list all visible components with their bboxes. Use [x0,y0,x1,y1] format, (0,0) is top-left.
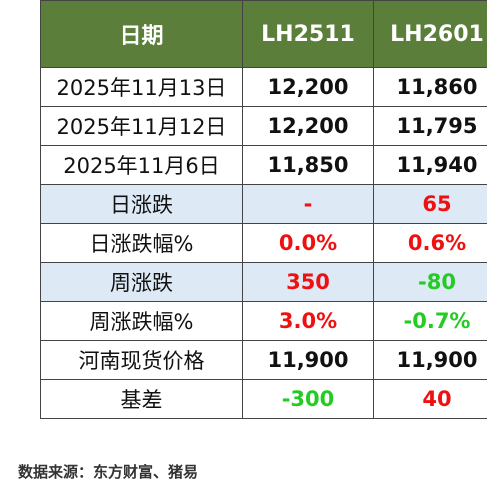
lh2511-value: 11,900 [242,340,374,380]
table-row: 2025年11月12日 12,200 11,795 [40,106,487,146]
futures-price-table: 日期 LH2511 LH2601 2025年11月13日 12,200 11,8… [40,0,487,419]
table-row: 日涨跌 - 65 [40,184,487,224]
lh2511-value: 350 [242,262,374,302]
lh2511-value: 11,850 [242,145,374,185]
table-row: 河南现货价格 11,900 11,900 [40,340,487,380]
lh2601-value: 11,860 [373,67,487,107]
row-label: 周涨跌幅% [40,301,243,341]
lh2511-value: 0.0% [242,223,374,263]
lh2601-value: 65 [373,184,487,224]
lh2601-value: 11,795 [373,106,487,146]
lh2601-value: 11,900 [373,340,487,380]
lh2601-value: 40 [373,379,487,419]
table-row: 2025年11月13日 12,200 11,860 [40,67,487,107]
table-row: 周涨跌幅% 3.0% -0.7% [40,301,487,341]
header-row: 日期 LH2511 LH2601 [40,0,487,68]
lh2601-value: 0.6% [373,223,487,263]
row-label: 日涨跌幅% [40,223,243,263]
table-row: 周涨跌 350 -80 [40,262,487,302]
data-source-note: 数据来源：东方财富、猪易 [18,463,199,481]
lh2601-value: 11,940 [373,145,487,185]
header-date: 日期 [40,0,243,68]
lh2511-value: 3.0% [242,301,374,341]
table-row: 日涨跌幅% 0.0% 0.6% [40,223,487,263]
lh2601-value: -80 [373,262,487,302]
lh2511-value: 12,200 [242,106,374,146]
lh2511-value: - [242,184,374,224]
table-row: 2025年11月6日 11,850 11,940 [40,145,487,185]
row-label: 2025年11月6日 [40,145,243,185]
row-label: 周涨跌 [40,262,243,302]
header-lh2511: LH2511 [242,0,374,68]
header-lh2601: LH2601 [373,0,487,68]
row-label: 2025年11月13日 [40,67,243,107]
lh2601-value: -0.7% [373,301,487,341]
row-label: 日涨跌 [40,184,243,224]
row-label: 基差 [40,379,243,419]
row-label: 2025年11月12日 [40,106,243,146]
lh2511-value: 12,200 [242,67,374,107]
lh2511-value: -300 [242,379,374,419]
row-label: 河南现货价格 [40,340,243,380]
table-row: 基差 -300 40 [40,379,487,419]
